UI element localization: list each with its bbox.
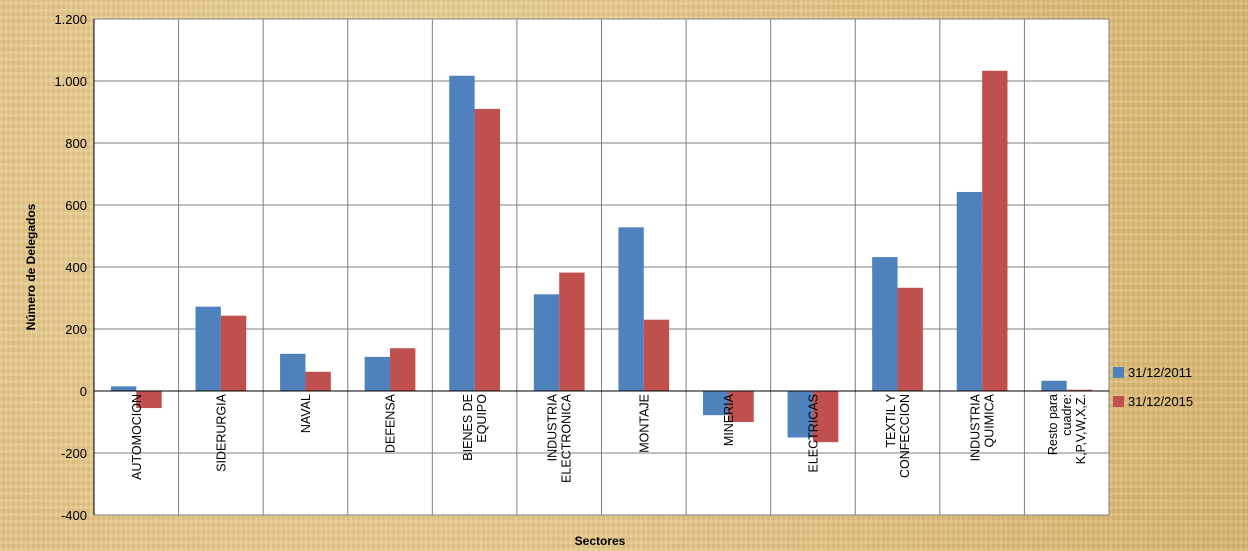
x-axis-title: Sectores bbox=[575, 534, 626, 548]
bar bbox=[305, 371, 331, 391]
category-label-line: INDUSTRIA bbox=[969, 393, 983, 461]
category-label-line: K,P,V,W,X,Z. bbox=[1074, 394, 1088, 464]
category-label-line: MONTAJE bbox=[637, 394, 651, 453]
category-label: INDUSTRIA QUIMICA bbox=[969, 393, 997, 461]
category-label-line: EQUIPO bbox=[475, 394, 489, 443]
bar bbox=[812, 391, 839, 443]
bar bbox=[533, 294, 560, 391]
category-label: TEXTIL Y CONFECCION bbox=[884, 393, 912, 478]
legend-swatch bbox=[1113, 396, 1124, 407]
bar bbox=[136, 391, 162, 409]
category-label-line: Resto para bbox=[1046, 394, 1060, 455]
y-tick-label: 0 bbox=[80, 384, 87, 399]
category-label-line: DEFENSA bbox=[384, 393, 398, 453]
category-label-line: QUIMICA bbox=[983, 393, 997, 447]
bar bbox=[787, 391, 813, 438]
y-tick-label: 1.200 bbox=[54, 12, 87, 27]
bar bbox=[390, 348, 416, 391]
category-label-line: ELECTRICAS bbox=[806, 394, 820, 473]
category-label-line: ELECTRONICA bbox=[560, 393, 574, 483]
y-tick-label: 400 bbox=[65, 260, 87, 275]
bar bbox=[364, 356, 391, 391]
bar bbox=[643, 319, 670, 391]
category-label: AUTOMOCION bbox=[130, 394, 144, 480]
category-label-line: BIENES DE bbox=[461, 394, 475, 461]
category-label-line: NAVAL bbox=[299, 394, 313, 433]
category-label: ELECTRICAS bbox=[806, 394, 820, 473]
bar bbox=[280, 353, 306, 391]
category-label: MONTAJE bbox=[637, 394, 651, 453]
category-label-line: INDUSTRIA bbox=[546, 393, 560, 461]
category-label: MINERIA bbox=[722, 393, 736, 446]
y-tick-label: -200 bbox=[61, 446, 87, 461]
category-label-line: TEXTIL Y bbox=[884, 393, 898, 447]
bar bbox=[956, 191, 983, 391]
bar bbox=[559, 272, 585, 391]
bar bbox=[982, 70, 1008, 392]
y-tick-label: 600 bbox=[65, 198, 87, 213]
category-label-line: MINERIA bbox=[722, 393, 736, 446]
y-tick-labels: -400 -200 0 200 400 600 800 1.000 1.200 bbox=[54, 12, 87, 523]
category-label: BIENES DE EQUIPO bbox=[461, 394, 489, 461]
bars bbox=[110, 70, 1093, 443]
category-label: INDUSTRIA ELECTRONICA bbox=[546, 393, 574, 483]
legend-label: 31/12/2011 bbox=[1128, 365, 1192, 380]
bar bbox=[1041, 380, 1067, 391]
bar bbox=[897, 287, 923, 391]
y-tick-label: 800 bbox=[65, 136, 87, 151]
y-tick-label: 200 bbox=[65, 322, 87, 337]
y-tick-label: 1.000 bbox=[54, 74, 87, 89]
category-label-line: AUTOMOCION bbox=[130, 394, 144, 480]
bar bbox=[618, 227, 644, 391]
legend: 31/12/2011 31/12/2015 bbox=[1113, 365, 1193, 409]
category-label-line: SIDERURGIA bbox=[214, 393, 228, 471]
category-label-line: CONFECCION bbox=[898, 394, 912, 478]
bar bbox=[1066, 389, 1093, 391]
bar bbox=[449, 75, 475, 391]
bar bbox=[220, 315, 247, 391]
category-label: Resto para cuadre: K,P,V,W,X,Z. bbox=[1046, 394, 1088, 464]
category-label: DEFENSA bbox=[384, 393, 398, 453]
y-tick-label: -400 bbox=[61, 508, 87, 523]
legend-swatch bbox=[1113, 367, 1124, 378]
category-label: SIDERURGIA bbox=[214, 393, 228, 471]
bar bbox=[872, 257, 898, 391]
category-label-line: cuadre: bbox=[1060, 394, 1074, 436]
category-labels: AUTOMOCION SIDERURGIA NAVAL DEFENSA BIENES D… bbox=[130, 393, 1088, 483]
y-axis-title: Número de Delegados bbox=[24, 203, 38, 330]
category-label: NAVAL bbox=[299, 394, 313, 433]
bar bbox=[703, 391, 729, 416]
bar bbox=[110, 386, 137, 391]
legend-label: 31/12/2015 bbox=[1128, 394, 1193, 409]
bar bbox=[195, 306, 221, 391]
bar bbox=[728, 391, 754, 422]
bar bbox=[474, 108, 500, 392]
